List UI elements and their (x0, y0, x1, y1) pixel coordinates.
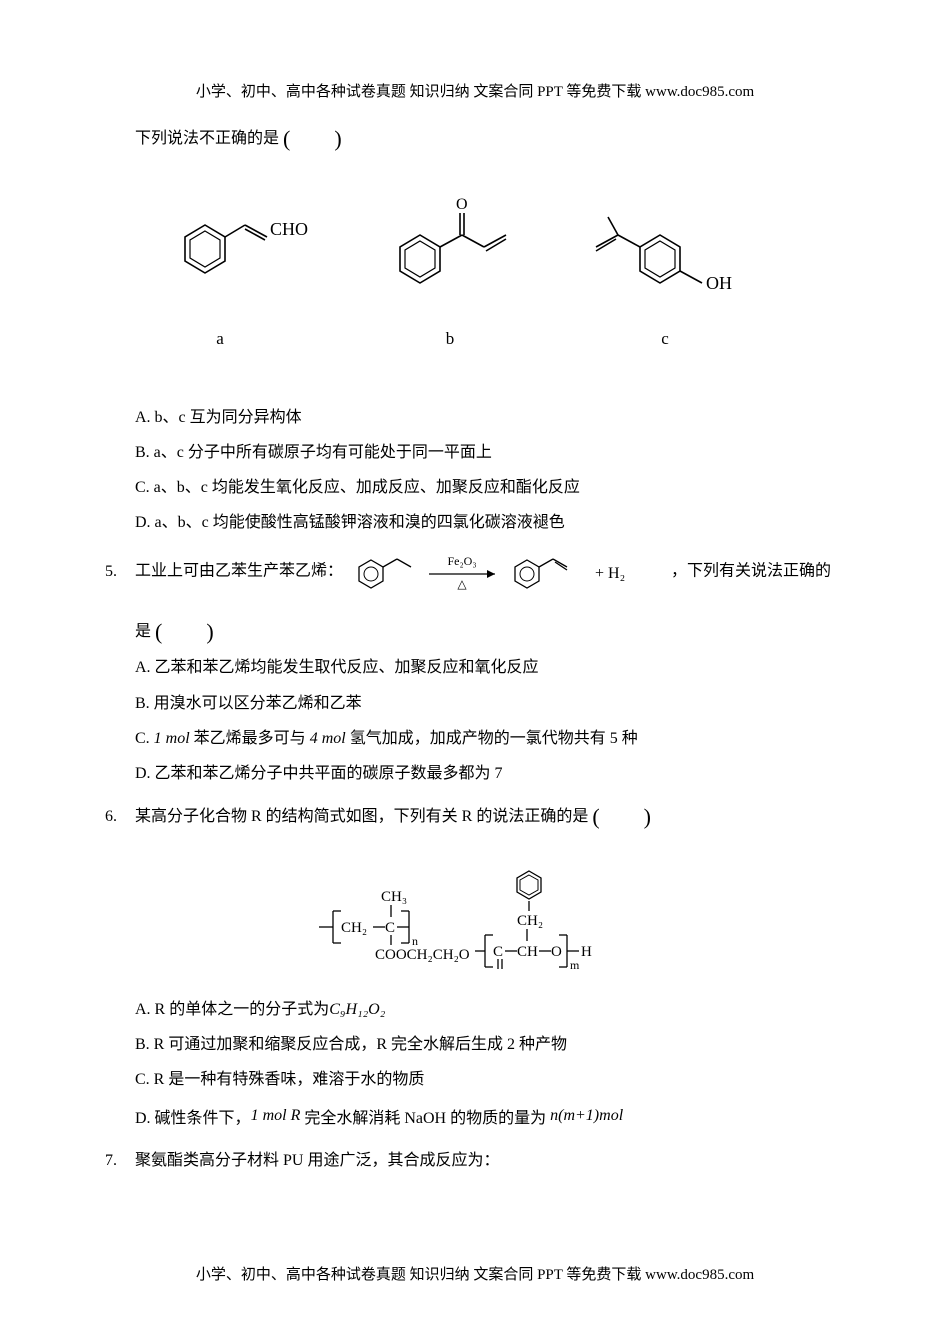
polymer-structure: CH₂ C CH₃ n COOCH₂CH₂O C O (105, 851, 845, 976)
intro-text: 下列说法不正确的是 (135, 130, 279, 147)
q5-options: A. 乙苯和苯乙烯均能发生取代反应、加聚反应和氧化反应 B. 用溴水可以区分苯乙… (135, 654, 845, 787)
answer-blank-q6: ( ) (592, 804, 651, 829)
q6-stem: 某高分子化合物 R 的结构简式如图，下列有关 R 的说法正确的是 (135, 808, 588, 825)
q5-stem-c-line: 是 ( ) (135, 614, 845, 646)
q4-option-b: B. a、c 分子中所有碳原子均有可能处于同一平面上 (135, 439, 845, 466)
svg-text:Fe₂O₃: Fe₂O₃ (447, 554, 476, 568)
svg-text:C: C (493, 944, 503, 960)
svg-text:+ H₂: + H₂ (595, 565, 625, 582)
fig-label-b: b (446, 329, 455, 348)
answer-blank: ( ) (283, 126, 342, 151)
q6-option-d: D. 碱性条件下，1 mol R 完全水解消耗 NaOH 的物质的量为 n(m+… (135, 1102, 845, 1132)
svg-text:C: C (385, 920, 395, 936)
q6-option-b: B. R 可通过加聚和缩聚反应合成，R 完全水解后生成 2 种产物 (135, 1031, 845, 1058)
structures-figure: CHO a O b (105, 189, 845, 364)
q5-body: 工业上可由乙苯生产苯乙烯： Fe₂O₃ △ + H₂ (135, 548, 845, 596)
svg-text:n: n (412, 934, 418, 948)
q6: 6. 某高分子化合物 R 的结构简式如图，下列有关 R 的说法正确的是 ( ) (105, 799, 845, 831)
answer-blank-q5: ( ) (155, 619, 214, 644)
q5-number: 5. (105, 563, 135, 581)
q5-option-c: C. 1 mol 苯乙烯最多可与 4 mol 氢气加成，加成产物的一氯代物共有 … (135, 725, 845, 752)
q5-stem-b: ，下列有关说法正确的 (671, 563, 831, 580)
svg-text:CH₂: CH₂ (517, 913, 543, 929)
fig-label-a: a (216, 329, 224, 348)
q4-option-c: C. a、b、c 均能发生氧化反应、加成反应、加聚反应和酯化反应 (135, 474, 845, 501)
q7: 7. 聚氨酯类高分子材料 PU 用途广泛，其合成反应为： (105, 1146, 845, 1170)
q6-option-c: C. R 是一种有特殊香味，难溶于水的物质 (135, 1066, 845, 1093)
svg-text:O: O (456, 196, 468, 213)
reaction-diagram: Fe₂O₃ △ + H₂ (347, 548, 667, 596)
q5-stem-c: 是 (135, 623, 151, 640)
q6-number: 6. (105, 808, 135, 826)
page-header: 小学、初中、高中各种试卷真题 知识归纳 文案合同 PPT 等免费下载 www.d… (105, 80, 845, 101)
q5: 5. 工业上可由乙苯生产苯乙烯： Fe₂O₃ △ (105, 548, 845, 596)
page-footer: 小学、初中、高中各种试卷真题 知识归纳 文案合同 PPT 等免费下载 www.d… (0, 1263, 950, 1284)
svg-text:H: H (581, 944, 592, 960)
q4-options: A. b、c 互为同分异构体 B. a、c 分子中所有碳原子均有可能处于同一平面… (135, 404, 845, 537)
q6-options: A. R 的单体之一的分子式为C₉H₁₂O₂ B. R 可通过加聚和缩聚反应合成… (135, 996, 845, 1132)
q4-option-a: A. b、c 互为同分异构体 (135, 404, 845, 431)
q4-option-d: D. a、b、c 均能使酸性高锰酸钾溶液和溴的四氯化碳溶液褪色 (135, 509, 845, 536)
q7-stem: 聚氨酯类高分子材料 PU 用途广泛，其合成反应为： (135, 1152, 499, 1169)
q5-option-a: A. 乙苯和苯乙烯均能发生取代反应、加聚反应和氧化反应 (135, 654, 845, 681)
svg-text:△: △ (457, 577, 467, 591)
q5-option-d: D. 乙苯和苯乙烯分子中共平面的碳原子数最多都为 7 (135, 760, 845, 787)
q7-body: 聚氨酯类高分子材料 PU 用途广泛，其合成反应为： (135, 1146, 845, 1170)
q7-number: 7. (105, 1152, 135, 1170)
svg-text:OH: OH (706, 273, 732, 293)
q6-option-a: A. R 的单体之一的分子式为C₉H₁₂O₂ (135, 996, 845, 1023)
svg-text:CH₂: CH₂ (341, 920, 367, 936)
svg-text:O: O (551, 944, 562, 960)
svg-text:COOCH₂CH₂O: COOCH₂CH₂O (375, 947, 470, 963)
cho-label: CHO (270, 219, 308, 239)
svg-text:CH₃: CH₃ (381, 889, 407, 905)
q5-option-b: B. 用溴水可以区分苯乙烯和乙苯 (135, 690, 845, 717)
fig-label-c: c (661, 329, 669, 348)
q5-stem-a: 工业上可由乙苯生产苯乙烯： (135, 563, 343, 580)
intro-statement: 下列说法不正确的是 ( ) (135, 119, 845, 159)
svg-text:CH: CH (517, 944, 538, 960)
svg-text:m: m (570, 958, 580, 971)
q6-body: 某高分子化合物 R 的结构简式如图，下列有关 R 的说法正确的是 ( ) (135, 799, 845, 831)
